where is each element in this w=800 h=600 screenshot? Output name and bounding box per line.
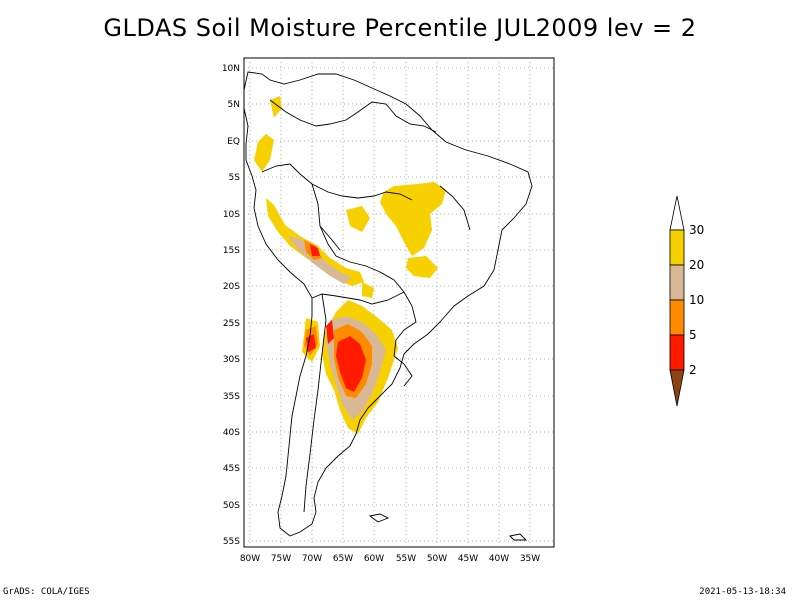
lat-tick: 5S [229,173,241,183]
lat-tick: 15S [223,246,240,256]
colorbar-top-arrow [669,195,685,231]
lat-tick: 50S [223,501,240,511]
colorbar-label: 10 [689,293,704,307]
colorbar-segment [669,334,685,371]
lat-tick: 5N [228,100,240,110]
lat-tick: EQ [227,137,240,147]
map-title: GLDAS Soil Moisture Percentile JUL2009 l… [103,14,697,42]
lon-tick-labels: 80W 75W 70W 65W 60W 55W 50W 45W 40W 35W [240,554,540,564]
map-frame [243,57,555,548]
lat-tick: 10S [223,210,240,220]
colorbar-segment [669,299,685,336]
lat-tick-labels: 10N 5N EQ 5S 10S 15S 20S 25S 30S 35S 40S… [222,64,240,547]
lon-tick: 50W [427,554,447,564]
lat-tick: 55S [223,537,240,547]
footer-timestamp: 2021-05-13-18:34 [699,587,786,597]
lon-tick: 70W [302,554,322,564]
lat-tick: 45S [223,464,240,474]
lat-tick: 35S [223,392,240,402]
lon-tick: 75W [271,554,291,564]
lon-tick: 35W [520,554,540,564]
lat-tick: 20S [223,282,240,292]
lon-tick: 40W [489,554,509,564]
colorbar-labels: 30 20 10 5 2 [689,223,704,377]
lon-tick: 65W [333,554,353,564]
lon-tick: 45W [458,554,478,564]
colorbar-label: 2 [689,363,697,377]
footer-credit: GrADS: COLA/IGES [3,587,90,597]
lat-tick: 40S [223,428,240,438]
colorbar-bottom-arrow [669,369,685,407]
colorbar-segment [669,264,685,301]
lat-tick: 10N [222,64,240,74]
lon-tick: 60W [364,554,384,564]
colorbar-label: 5 [689,328,697,342]
lon-tick: 55W [396,554,416,564]
colorbar-label: 20 [689,258,704,272]
percentile-shading [254,96,446,434]
lat-tick: 30S [223,355,240,365]
lon-tick: 80W [240,554,260,564]
lat-tick: 25S [223,319,240,329]
coastlines [243,71,533,541]
colorbar-segment [669,229,685,266]
colorbar [669,195,685,407]
colorbar-label: 30 [689,223,704,237]
